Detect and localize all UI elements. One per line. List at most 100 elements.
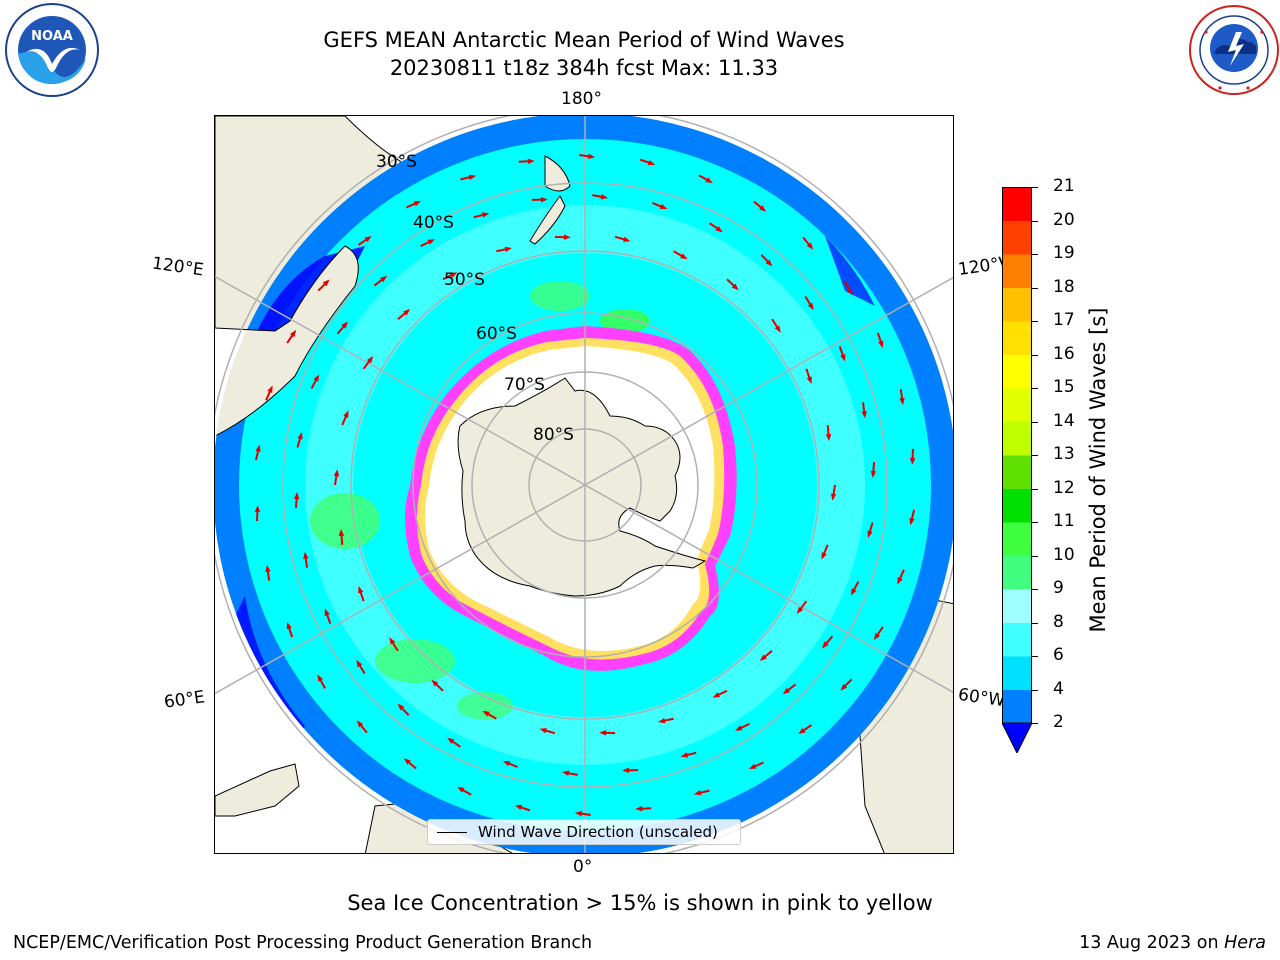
colorbar-tick-mark xyxy=(1032,254,1038,255)
wind-wave-arrow-head xyxy=(527,158,535,165)
wind-wave-arrow-head xyxy=(693,790,702,796)
wind-wave-arrow-head xyxy=(481,212,490,218)
lon-label-lower-right: 60°W xyxy=(956,684,1007,712)
colorbar-segment xyxy=(1002,555,1032,590)
wind-wave-arrow-head xyxy=(600,194,609,200)
colorbar-segment xyxy=(1002,488,1032,523)
colorbar-label: Mean Period of Wind Waves [s] xyxy=(1086,307,1110,633)
wind-wave-arrow-head xyxy=(731,283,739,291)
wind-wave-arrow-head xyxy=(457,786,465,793)
wind-wave-arrow-head xyxy=(324,608,330,616)
wind-wave-arrow-head xyxy=(870,470,877,478)
wind-wave-arrow-head xyxy=(622,767,630,774)
wind-wave-arrow-head xyxy=(806,242,814,250)
credit-right: 13 Aug 2023 on Hera xyxy=(1079,933,1266,953)
wind-wave-arrow-head xyxy=(867,530,873,538)
colorbar-tick-label: 6 xyxy=(1053,645,1064,665)
lon-label-upper-left: 120°E xyxy=(150,253,205,281)
colorbar xyxy=(1002,187,1032,753)
map-title: GEFS MEAN Antarctic Mean Period of Wind … xyxy=(323,28,845,52)
wind-wave-arrow-head xyxy=(389,637,396,645)
wind-wave-arrow-head xyxy=(774,325,781,333)
wind-wave-arrow-head xyxy=(798,727,806,735)
colorbar-tick-mark xyxy=(1032,287,1038,289)
lat-label-40s: 40°S xyxy=(413,213,454,233)
lat-label-50s: 50°S xyxy=(444,270,485,290)
colorbar-tick-mark xyxy=(1032,522,1038,523)
wind-wave-arrow-head xyxy=(846,288,853,296)
wind-wave-arrow-head xyxy=(322,279,330,287)
colorbar-tick-label: 20 xyxy=(1053,209,1075,230)
wind-wave-arrow-head xyxy=(482,710,490,717)
wind-wave-arrow-head xyxy=(267,385,273,393)
wind-wave-arrow-head xyxy=(254,505,261,513)
colorbar-tick-label: 8 xyxy=(1053,611,1064,632)
wind-wave-arrow-head xyxy=(821,552,827,560)
lat-label-80s: 80°S xyxy=(533,425,574,445)
wind-wave-arrow-head xyxy=(822,641,829,649)
wind-wave-arrow-head xyxy=(796,606,804,615)
wind-wave-arrow-head xyxy=(449,272,458,278)
low-period-zone xyxy=(825,236,875,306)
wind-wave-arrow-head xyxy=(782,687,791,695)
colorbar-tick-label: 13 xyxy=(1053,444,1075,464)
wind-wave-arrow-head xyxy=(341,321,348,329)
wind-wave-arrow-head xyxy=(748,763,757,769)
wind-wave-arrow-head xyxy=(657,717,666,724)
wind-wave-arrow-head xyxy=(303,551,309,559)
colorbar-tick-mark xyxy=(1032,622,1038,624)
wind-wave-arrow-head xyxy=(431,679,439,687)
colorbar-tick-mark xyxy=(1032,723,1038,724)
wind-wave-arrow-head xyxy=(379,275,388,283)
nws-logo-icon xyxy=(1176,2,1280,98)
wind-wave-arrow-head xyxy=(356,659,363,668)
wind-wave-arrow-head xyxy=(806,376,812,384)
wind-wave-arrow-head xyxy=(563,234,571,240)
noaa-logo-text: NOAA xyxy=(31,29,73,44)
colorbar-segment xyxy=(1002,656,1032,690)
wind-wave-arrow-head xyxy=(680,253,688,260)
wave-period-patch xyxy=(310,493,380,549)
wind-wave-arrow-head xyxy=(427,239,435,245)
wind-wave-arrow-head xyxy=(830,493,837,501)
wind-wave-arrow-head xyxy=(635,805,643,812)
colorbar-tick-label: 11 xyxy=(1053,511,1075,531)
wind-wave-arrow-head xyxy=(850,588,857,596)
colorbar-tick-mark xyxy=(1032,488,1038,490)
wind-wave-arrow-head xyxy=(840,683,848,691)
wind-wave-arrow-head xyxy=(504,246,513,253)
wind-wave-arrow-head xyxy=(338,528,345,537)
colorbar-tick-mark xyxy=(1032,187,1038,188)
wind-wave-arrow-head xyxy=(468,174,477,180)
credit-left: NCEP/EMC/Verification Post Processing Pr… xyxy=(13,933,593,953)
colorbar-tick-label: 9 xyxy=(1053,578,1064,598)
wind-wave-arrow-head xyxy=(840,354,846,362)
lat-label-70s: 70°S xyxy=(504,375,545,395)
wind-wave-arrow-head xyxy=(358,586,364,594)
noaa-logo-icon: NOAA xyxy=(0,2,104,98)
wind-wave-arrow-head xyxy=(680,752,689,758)
wave-period-patch xyxy=(530,281,590,311)
wind-wave-arrow-head xyxy=(574,811,583,817)
wind-wave-arrow-head xyxy=(403,309,411,316)
wind-wave-arrow-head xyxy=(909,517,915,526)
wind-wave-arrow-head xyxy=(861,411,867,419)
colorbar-segment xyxy=(1002,220,1032,255)
wind-wave-arrow-head xyxy=(364,235,372,243)
wind-wave-arrow-head xyxy=(873,632,880,641)
colorbar-segment xyxy=(1002,589,1032,623)
colorbar-extend-min xyxy=(1002,722,1032,753)
colorbar-tick-mark xyxy=(1032,689,1038,691)
wind-wave-direction-arrows xyxy=(254,153,916,817)
wind-wave-arrow-head xyxy=(356,720,364,728)
wind-wave-arrow-head xyxy=(540,196,548,203)
colorbar-tick-label: 19 xyxy=(1053,243,1075,263)
wind-wave-arrow-head xyxy=(659,203,668,210)
colorbar-tick-mark xyxy=(1032,354,1038,356)
lon-label-top: 180° xyxy=(561,89,602,109)
wave-period-patch xyxy=(375,639,455,683)
wind-wave-arrow-head xyxy=(286,621,292,630)
wind-wave-arrow-head xyxy=(403,758,411,765)
wind-wave-arrow-head xyxy=(647,159,656,166)
colorbar-tick-mark xyxy=(1032,388,1038,389)
